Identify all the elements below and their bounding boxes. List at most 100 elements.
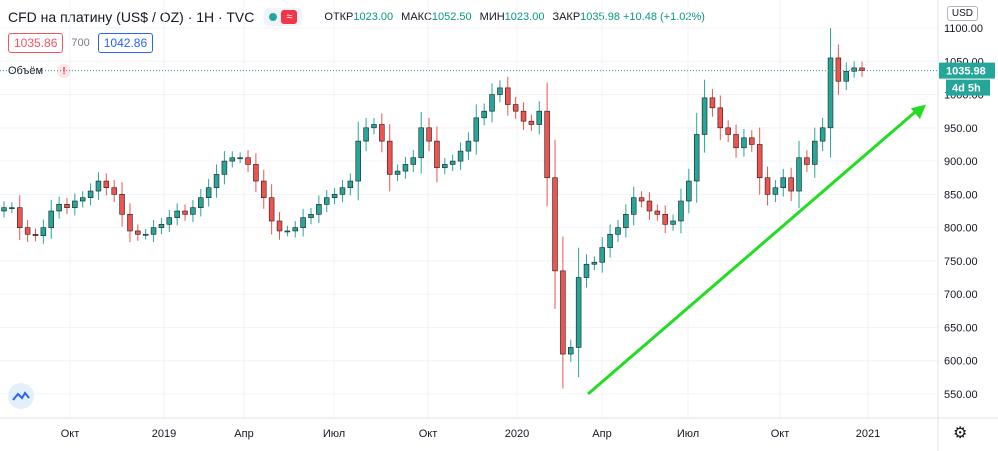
candle-body [48,210,54,228]
ohlc-close: ЗАКР1035.98 +10.48 (+1.02%) [552,11,705,23]
candle-body [190,207,196,215]
candle-body [623,214,629,228]
candle-body [316,204,322,215]
candle-body [465,140,472,152]
candle-body [843,70,849,82]
candle-body [253,164,259,182]
candle-body [410,157,417,165]
x-tick-label: 2020 [505,428,529,440]
volume-legend[interactable]: Объём ! [8,64,72,78]
candle-body [733,134,739,149]
candle-body [796,157,802,192]
candle-body [788,177,794,192]
candle-body [701,97,708,135]
candle-body [135,230,141,235]
wave-icon: ≈ [281,10,298,24]
candle-body [394,170,401,175]
y-tick-label: 600.00 [944,356,978,368]
candle-body [72,200,78,208]
candle-body [426,127,432,142]
candle-body [323,197,330,205]
y-tick-label: 800.00 [944,223,978,235]
candle-body [292,227,298,232]
candle-body [339,187,346,195]
candle-body [434,140,440,169]
price-tag-label: 1035.98 [946,66,986,78]
candle-body [851,67,857,72]
candle-body [268,197,275,222]
candle-body [87,190,94,198]
candle-body [284,230,291,233]
x-tick-label: Окт [771,428,790,440]
candle-body [205,187,212,198]
candle-body [103,180,110,189]
candle-body [599,247,605,263]
candle-body [276,220,283,232]
candle-body [79,197,86,202]
candle-body [686,180,692,202]
time-tag-label: 4d 5h [952,83,981,95]
candle-body [142,233,149,236]
candle-body [583,263,590,278]
candle-body [95,180,102,192]
candle-body [245,157,251,165]
candle-body [654,210,661,215]
ohlc-low: МИН1023.00 [479,11,545,23]
candle-body [64,204,70,208]
candle-body [418,127,424,159]
candle-body [473,117,480,142]
status-pill[interactable]: ≈ [264,8,303,26]
x-tick-label: Июл [677,428,699,440]
y-tick-label: 900.00 [944,156,978,168]
candle-body [24,227,31,235]
gear-icon[interactable]: ⚙ [953,425,968,442]
x-tick-label: Июл [323,428,345,440]
candle-body [749,137,755,145]
candle-body [371,124,377,129]
candle-body [56,204,62,212]
candle-body [402,164,409,172]
x-tick-label: 2021 [856,428,880,440]
currency-button[interactable]: USD [946,6,978,21]
candle-body [40,227,47,236]
candle-body [363,127,369,142]
x-tick-label: Окт [61,428,80,440]
tradingview-logo-icon[interactable] [8,383,34,409]
candle-body [182,210,188,215]
candle-body [261,180,267,198]
candle-body [150,227,157,235]
candle-body [17,207,23,228]
candle-body [568,347,574,355]
candle-body [670,220,676,225]
candle-body [512,104,519,112]
candle-body [300,217,306,228]
candle-body [497,87,503,95]
y-tick-label: 650.00 [944,322,978,334]
candle-body [741,137,747,149]
candle-body [780,177,787,189]
candle-body [827,57,834,129]
candle-body [229,157,236,162]
x-tick-label: Апр [592,428,611,440]
x-tick-label: 2019 [152,428,176,440]
volume-label: Объём [8,65,44,77]
candle-body [638,197,645,202]
candle-body [355,140,361,182]
candle-body [630,197,637,215]
candle-body [198,197,204,208]
candle-body [347,180,354,189]
candle-body [457,150,464,162]
candle-body [379,124,385,142]
sell-price-button[interactable]: 1035.86 [8,33,64,53]
candle-body [158,224,165,228]
candle-body [835,57,842,82]
candle-body [607,233,613,248]
buy-price-button[interactable]: 1042.86 [97,33,154,53]
candle-body [331,194,338,198]
warning-icon[interactable]: ! [57,64,72,78]
candle-body [528,120,535,125]
trade-buttons: 1035.86 700 1042.86 [8,33,154,53]
candle-body [9,207,15,209]
candle-body [520,110,527,122]
